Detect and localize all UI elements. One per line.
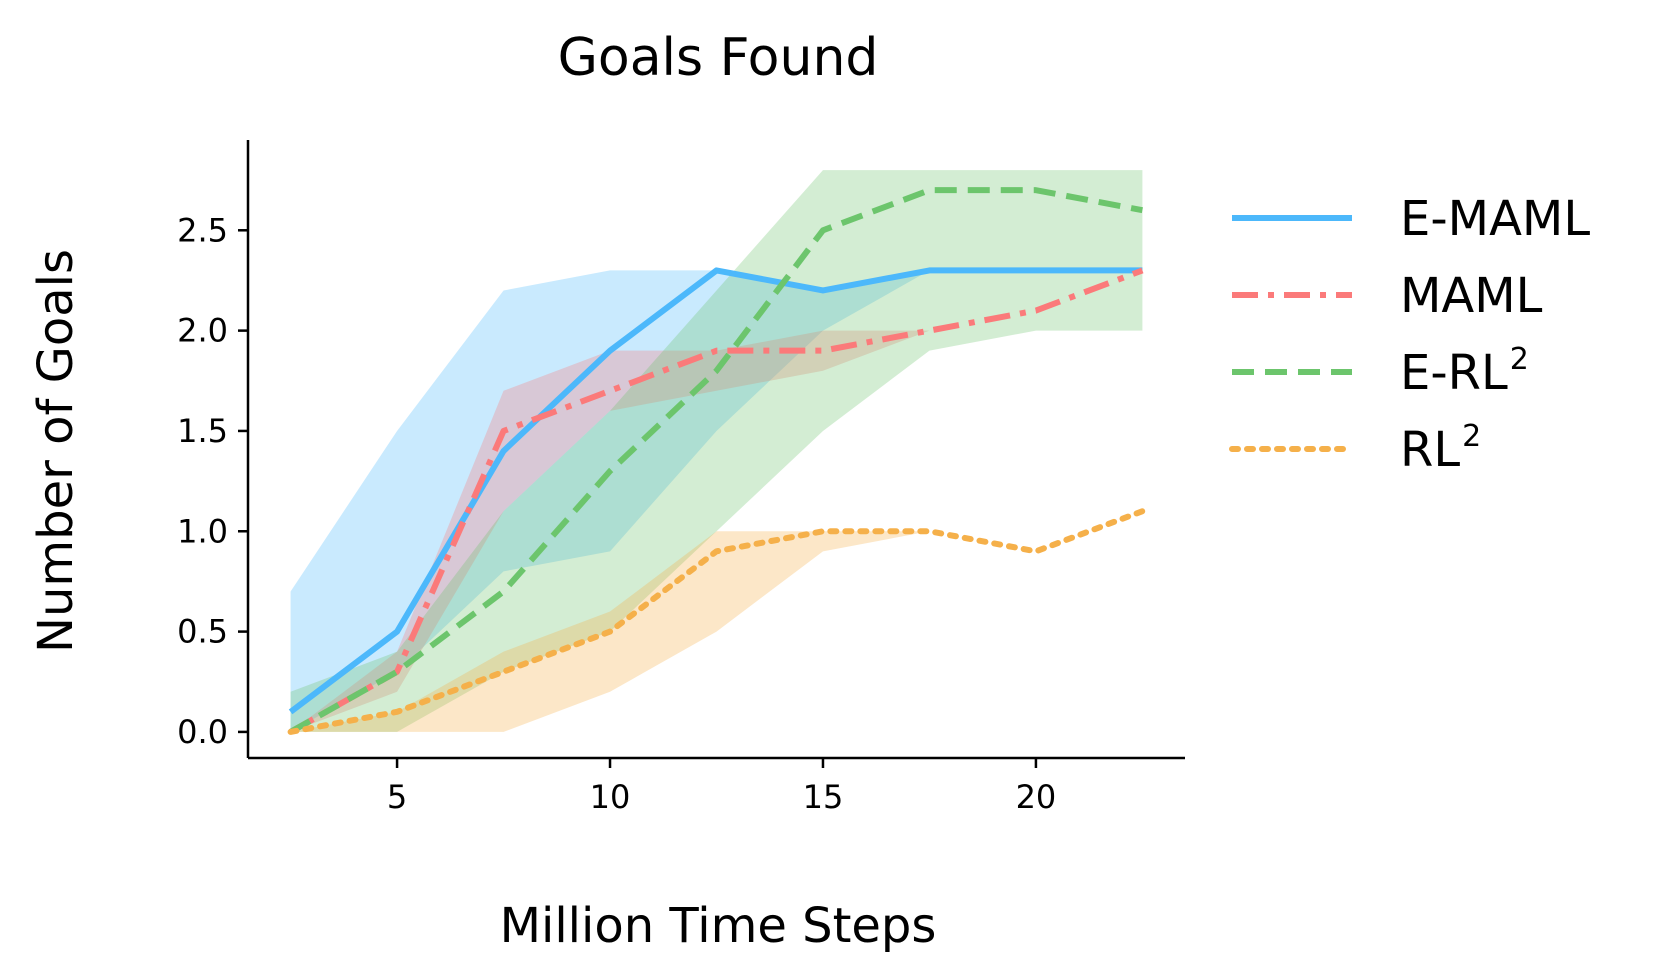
y-axis-title: Number of Goals <box>28 249 84 653</box>
y-tick-label: 0.0 <box>177 713 228 751</box>
axes: 5 10 15 20 0.0 0.5 1.0 1.5 2.0 2.5 <box>177 140 1185 816</box>
y-tick-label: 2.5 <box>177 211 228 249</box>
x-tick-label: 10 <box>590 778 631 816</box>
y-tick-label: 2.0 <box>177 312 228 350</box>
legend-label: MAML <box>1400 268 1543 324</box>
legend-item-maml: MAML <box>1232 268 1543 324</box>
x-tick-label: 15 <box>803 778 844 816</box>
x-tick-label: 5 <box>387 778 407 816</box>
chart-title: Goals Found <box>558 28 879 88</box>
y-tick-label: 1.5 <box>177 412 228 450</box>
confidence-bands <box>290 170 1143 732</box>
legend-item-e-maml: E-MAML <box>1232 191 1590 247</box>
band-e-maml <box>290 270 1143 732</box>
legend-label: RL2 <box>1400 419 1481 478</box>
band-maml <box>290 270 1143 732</box>
x-tick-label: 20 <box>1016 778 1057 816</box>
y-tick-label: 1.0 <box>177 512 228 550</box>
x-axis-title: Million Time Steps <box>500 898 937 954</box>
legend-label: E-RL2 <box>1400 342 1529 401</box>
legend-item-rl2: RL2 <box>1229 419 1481 478</box>
series-lines <box>287 187 1146 735</box>
band-rl2 <box>290 511 1143 732</box>
y-tick-label: 0.5 <box>177 613 228 651</box>
legend-label: E-MAML <box>1400 191 1590 247</box>
legend: E-MAML MAML E-RL2 RL2 <box>1229 191 1590 478</box>
legend-item-e-rl2: E-RL2 <box>1232 342 1529 401</box>
